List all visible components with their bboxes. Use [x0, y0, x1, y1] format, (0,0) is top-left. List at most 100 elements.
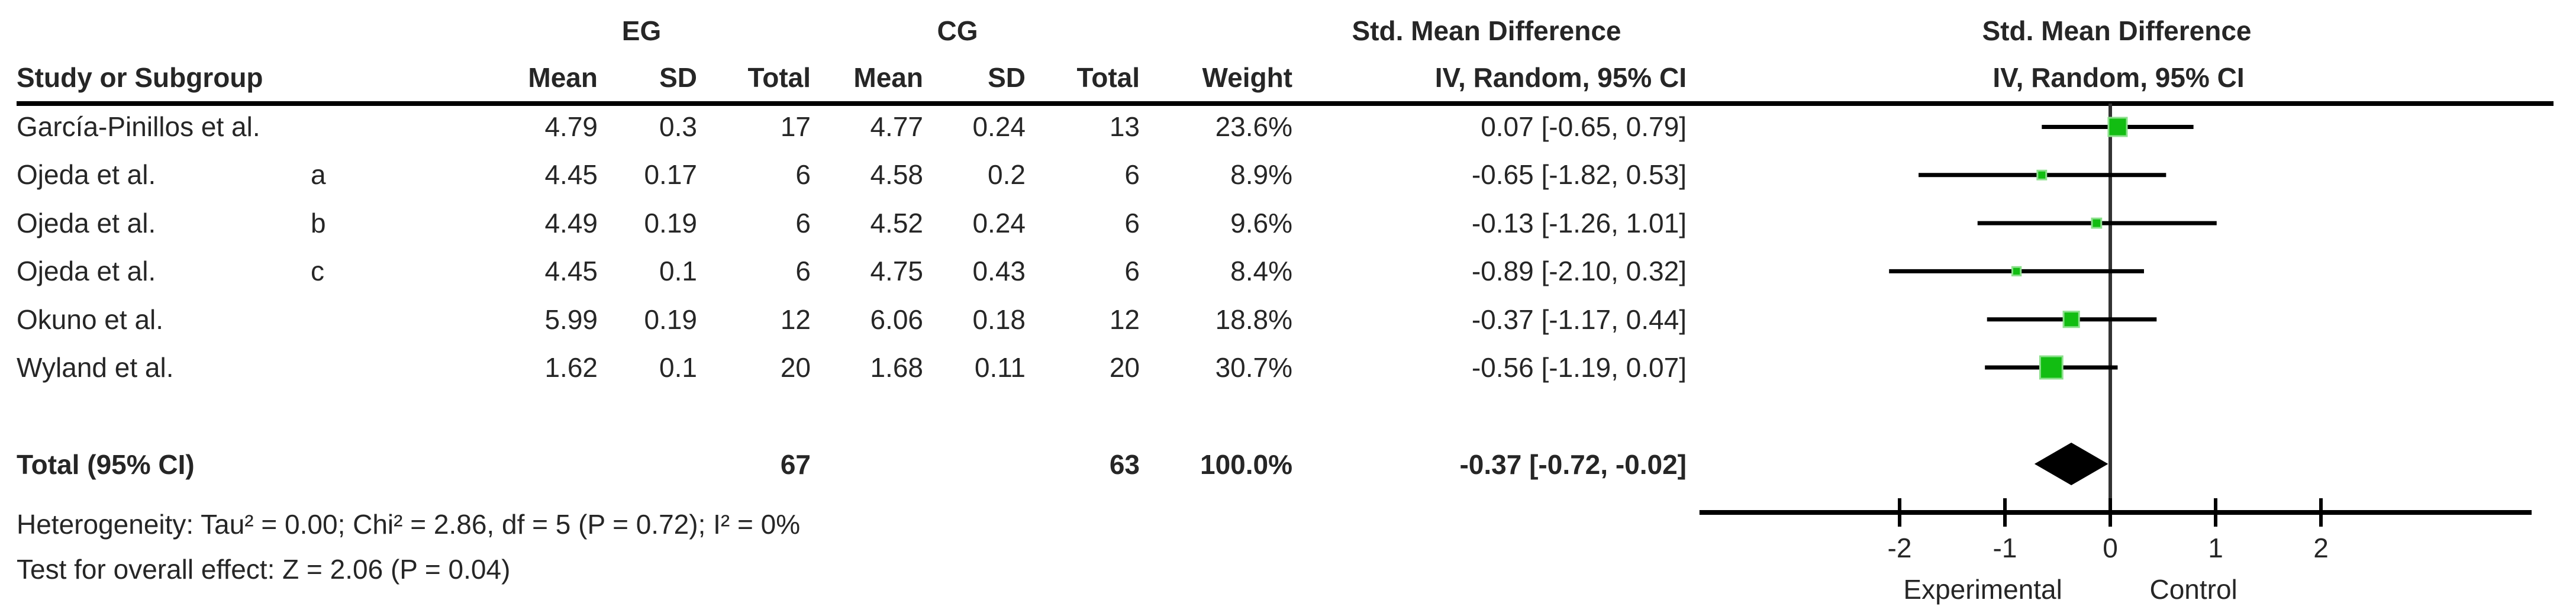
- col-header-iv-ci-plot: IV, Random, 95% CI: [1993, 62, 2245, 93]
- eg-mean: 5.99: [544, 304, 598, 335]
- cg-mean: 6.06: [870, 304, 923, 335]
- study-name: Wyland et al.: [17, 351, 174, 383]
- table-row: Ojeda et al. a 4.45 0.17 6 4.58 0.2 6 8.…: [0, 150, 2576, 198]
- axis-group-label: Control: [2149, 574, 2237, 605]
- total-smd-ci-text: -0.37 [-0.72, -0.02]: [1459, 449, 1687, 480]
- col-header-eg-sd: SD: [659, 62, 697, 93]
- effect-square: [2107, 117, 2128, 137]
- cg-total: 6: [1124, 159, 1140, 190]
- total-row: Total (95% CI) 67 63 100.0% -0.37 [-0.72…: [0, 441, 2576, 488]
- cg-sd: 0.18: [972, 304, 1026, 335]
- cg-sd: 0.24: [972, 111, 1026, 142]
- header-smd-plot: Std. Mean Difference: [1982, 15, 2252, 46]
- cg-mean: 1.68: [870, 351, 923, 383]
- eg-total: 6: [795, 159, 811, 190]
- axis-tick-label: -1: [1993, 533, 2017, 563]
- axis-tick-label: 1: [2208, 533, 2223, 563]
- study-sublabel: a: [311, 159, 326, 190]
- header-experimental-group: EG: [621, 15, 662, 46]
- cg-mean: 4.58: [870, 159, 923, 190]
- weight: 8.9%: [1230, 159, 1292, 190]
- col-header-eg-mean: Mean: [528, 62, 598, 93]
- eg-total: 12: [780, 304, 811, 335]
- overall-effect-text: Test for overall effect: Z = 2.06 (P = 0…: [17, 554, 511, 585]
- eg-total: 6: [795, 255, 811, 286]
- col-header-cg-sd: SD: [988, 62, 1026, 93]
- col-header-eg-total: Total: [747, 62, 811, 93]
- eg-sd: 0.1: [659, 255, 697, 286]
- effect-square: [2062, 311, 2080, 328]
- col-header-weight: Weight: [1202, 62, 1292, 93]
- heterogeneity-text: Heterogeneity: Tau² = 0.00; Chi² = 2.86,…: [17, 509, 801, 540]
- eg-sd: 0.1: [659, 351, 697, 383]
- weight: 23.6%: [1215, 111, 1292, 142]
- col-header-study: Study or Subgroup: [17, 62, 263, 93]
- smd-ci-text: 0.07 [-0.65, 0.79]: [1481, 111, 1687, 142]
- eg-total: 17: [780, 111, 811, 142]
- eg-mean: 4.49: [544, 207, 598, 238]
- weight: 18.8%: [1215, 304, 1292, 335]
- header-divider-line: [17, 101, 2554, 106]
- cg-total: 6: [1124, 207, 1140, 238]
- table-row: Wyland et al. 1.62 0.1 20 1.68 0.11 20 3…: [0, 343, 2576, 391]
- total-cg-total: 63: [1109, 449, 1140, 480]
- smd-ci-text: -0.56 [-1.19, 0.07]: [1471, 351, 1687, 383]
- eg-mean: 4.45: [544, 159, 598, 190]
- header-smd-table: Std. Mean Difference: [1352, 15, 1621, 46]
- eg-sd: 0.3: [659, 111, 697, 142]
- total-eg-total: 67: [780, 449, 811, 480]
- cg-total: 6: [1124, 255, 1140, 286]
- forest-plot-canvas: -2 -1 0 1 2 Experimental Control: [1699, 104, 2532, 605]
- smd-ci-text: -0.13 [-1.26, 1.01]: [1471, 207, 1687, 238]
- eg-mean: 4.79: [544, 111, 598, 142]
- smd-ci-text: -0.89 [-2.10, 0.32]: [1471, 255, 1687, 286]
- weight: 30.7%: [1215, 351, 1292, 383]
- weight: 8.4%: [1230, 255, 1292, 286]
- header-columns-row: Study or Subgroup Mean SD Total Mean SD …: [0, 53, 2576, 102]
- axis-group-label: Experimental: [1903, 574, 2062, 605]
- study-name: Ojeda et al.: [17, 255, 156, 286]
- axis-tick-label: 0: [2103, 533, 2118, 563]
- col-header-cg-mean: Mean: [853, 62, 923, 93]
- eg-total: 20: [780, 351, 811, 383]
- table-row: Ojeda et al. b 4.49 0.19 6 4.52 0.24 6 9…: [0, 199, 2576, 247]
- eg-mean: 4.45: [544, 255, 598, 286]
- total-weight: 100.0%: [1200, 449, 1292, 480]
- cg-total: 12: [1109, 304, 1140, 335]
- smd-ci-text: -0.65 [-1.82, 0.53]: [1471, 159, 1687, 190]
- study-name: Ojeda et al.: [17, 159, 156, 190]
- col-header-iv-ci: IV, Random, 95% CI: [1434, 62, 1687, 93]
- cg-sd: 0.24: [972, 207, 1026, 238]
- study-name: García-Pinillos et al.: [17, 111, 260, 142]
- eg-mean: 1.62: [544, 351, 598, 383]
- eg-sd: 0.19: [644, 304, 697, 335]
- study-sublabel: [311, 343, 382, 391]
- overall-diamond: [2034, 443, 2108, 485]
- study-name: Okuno et al.: [17, 304, 164, 335]
- axis-tick-label: 2: [2313, 533, 2329, 563]
- table-row: Ojeda et al. c 4.45 0.1 6 4.75 0.43 6 8.…: [0, 247, 2576, 295]
- study-sublabel: c: [311, 255, 324, 286]
- effect-square: [2039, 355, 2064, 380]
- study-sublabel: [311, 295, 382, 343]
- weight: 9.6%: [1230, 207, 1292, 238]
- axis-tick-label: -2: [1888, 533, 1912, 563]
- effect-square: [2036, 169, 2048, 180]
- cg-total: 20: [1109, 351, 1140, 383]
- col-header-cg-total: Total: [1076, 62, 1140, 93]
- header-group-row: EG CG Std. Mean Difference Std. Mean Dif…: [0, 6, 2576, 56]
- cg-sd: 0.11: [974, 351, 1026, 383]
- study-sublabel: b: [311, 207, 326, 238]
- eg-sd: 0.17: [644, 159, 697, 190]
- smd-ci-text: -0.37 [-1.17, 0.44]: [1471, 304, 1687, 335]
- cg-sd: 0.43: [972, 255, 1026, 286]
- cg-sd: 0.2: [988, 159, 1026, 190]
- effect-square: [2091, 217, 2103, 229]
- cg-mean: 4.77: [870, 111, 923, 142]
- effect-square: [2011, 266, 2022, 277]
- total-label: Total (95% CI): [17, 449, 195, 480]
- eg-sd: 0.19: [644, 207, 697, 238]
- cg-mean: 4.75: [870, 255, 923, 286]
- header-control-group: CG: [937, 15, 978, 46]
